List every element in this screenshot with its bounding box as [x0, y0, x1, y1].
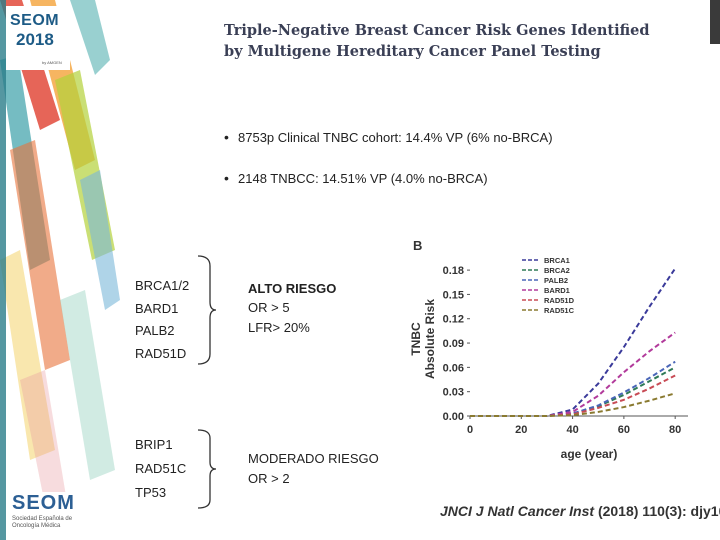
- legend-label-rad51c: RAD51C: [544, 306, 575, 315]
- y-tick-label: 0.18: [443, 265, 464, 277]
- y-tick-label: 0.15: [443, 289, 464, 301]
- y-tick-label: 0.06: [443, 362, 464, 374]
- x-tick-label: 0: [467, 424, 473, 436]
- y-tick-label: 0.09: [443, 338, 464, 350]
- citation: JNCI J Natl Cancer Inst (2018) 110(3): d…: [440, 503, 720, 519]
- y-axis-label-line2: Absolute Risk: [423, 299, 437, 379]
- seom-2018-logo: SEOM 2018 by AMGEN: [6, 6, 70, 70]
- legend-label-bard1: BARD1: [544, 286, 570, 295]
- tnbc-risk-chart: 0.00 0.03 0.06 0.09 0.12 0.15 0.18 0 20 40 60 80 age…: [409, 256, 688, 461]
- x-tick-label: 60: [618, 424, 630, 436]
- series-line-palb2: [470, 360, 676, 417]
- title-box: Triple-Negative Breast Cancer Risk Genes…: [214, 8, 654, 68]
- y-axis-label-line1: TNBC: [409, 322, 423, 356]
- risk-high-title: ALTO RIESGO: [248, 281, 337, 296]
- slide-title: Triple-Negative Breast Cancer Risk Genes…: [224, 22, 650, 60]
- citation-journal: JNCI J Natl Cancer Inst: [440, 503, 595, 519]
- y-tick-label: 0.12: [443, 314, 464, 326]
- logo-text-seom: SEOM: [10, 12, 60, 29]
- gene-brip1: BRIP1: [135, 437, 173, 452]
- x-tick-label: 20: [515, 424, 527, 436]
- right-edge-strip: [710, 0, 720, 44]
- legend-label-brca1: BRCA1: [544, 256, 570, 265]
- decorative-ribbons: [0, 0, 120, 540]
- bracket-high-risk: [197, 255, 217, 365]
- x-tick-label: 80: [669, 424, 681, 436]
- gene-tp53: TP53: [135, 485, 167, 500]
- bullet-text: 2148 TNBCC: 14.51% VP (4.0% no-BRCA): [238, 171, 488, 186]
- series-line-bard1: [470, 331, 676, 417]
- seom-logo-text: SEOM: [12, 492, 75, 514]
- legend-label-palb2: PALB2: [544, 276, 568, 285]
- legend-label-rad51d: RAD51D: [544, 296, 575, 305]
- legend-label-brca2: BRCA2: [544, 266, 570, 275]
- citation-ref: (2018) 110(3): djy105: [597, 503, 720, 519]
- series-line-rad51c: [470, 392, 676, 417]
- risk-moderate-or: OR > 2: [248, 471, 290, 486]
- bullet-dot: •: [224, 170, 229, 186]
- gene-bard1: BARD1: [135, 301, 179, 316]
- chart-panel-label: B: [413, 238, 423, 253]
- gene-palb2: PALB2: [135, 323, 175, 338]
- seom-logo-subtitle: Sociedad Española de Oncología Médica: [12, 516, 73, 529]
- bullet-dot: •: [224, 129, 229, 145]
- x-axis-label: age (year): [561, 447, 618, 461]
- logo-text-year: 2018: [16, 30, 54, 49]
- gene-rad51c: RAD51C: [135, 461, 187, 476]
- bracket-moderate-risk: [197, 429, 217, 509]
- bullet-text: 8753p Clinical TNBC cohort: 14.4% VP (6%…: [238, 130, 553, 145]
- y-tick-label: 0.03: [443, 387, 464, 399]
- y-tick-label: 0.00: [443, 411, 464, 423]
- series-line-brca1: [470, 267, 677, 417]
- risk-high-or: OR > 5: [248, 300, 290, 315]
- risk-moderate-title: MODERADO RIESGO: [248, 451, 379, 466]
- gene-brca12: BRCA1/2: [135, 278, 190, 293]
- risk-high-lfr: LFR> 20%: [248, 320, 310, 335]
- logo-text-sponsor: by AMGEN: [42, 60, 62, 65]
- x-tick-label: 40: [566, 424, 578, 436]
- seom-bottom-logo: SEOM Sociedad Española de Oncología Médi…: [10, 492, 90, 532]
- series-line-rad51d: [470, 374, 676, 417]
- gene-rad51d: RAD51D: [135, 346, 187, 361]
